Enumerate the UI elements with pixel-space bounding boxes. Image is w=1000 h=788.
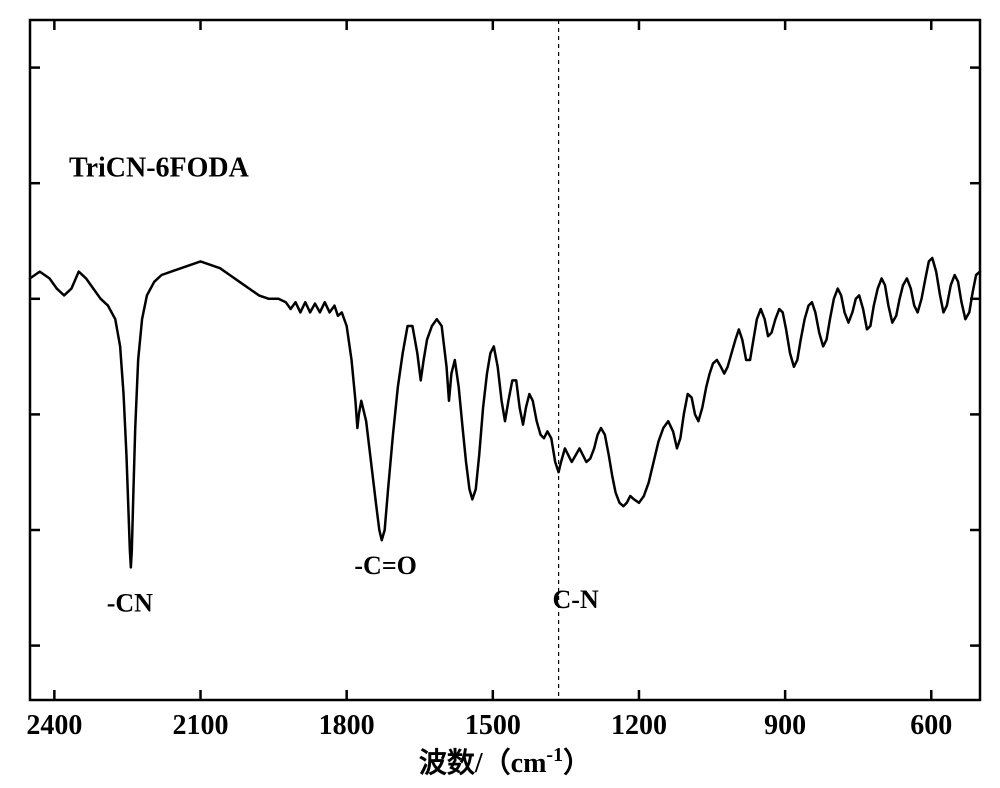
chart-annotation: -CN <box>107 589 153 618</box>
x-axis-label: 波数/（cm-1） <box>419 744 591 779</box>
x-tick-label: 600 <box>910 710 952 741</box>
chart-annotation: TriCN-6FODA <box>69 152 250 183</box>
x-tick-label: 1800 <box>319 710 375 741</box>
x-tick-label: 1500 <box>465 710 521 741</box>
x-tick-label: 2100 <box>173 710 229 741</box>
chart-annotation: -C=O <box>354 551 416 580</box>
x-tick-label: 2400 <box>26 710 82 741</box>
x-tick-label: 1200 <box>611 710 667 741</box>
chart-svg: 2400 2100 1800 1500 1200 900 600 波数/（cm-1） TriCN… <box>0 0 1000 788</box>
x-tick-label: 900 <box>764 710 806 741</box>
ir-spectrum-chart: 2400 2100 1800 1500 1200 900 600 波数/（cm-1） TriCN… <box>0 0 1000 788</box>
chart-annotation: C-N <box>553 585 599 614</box>
